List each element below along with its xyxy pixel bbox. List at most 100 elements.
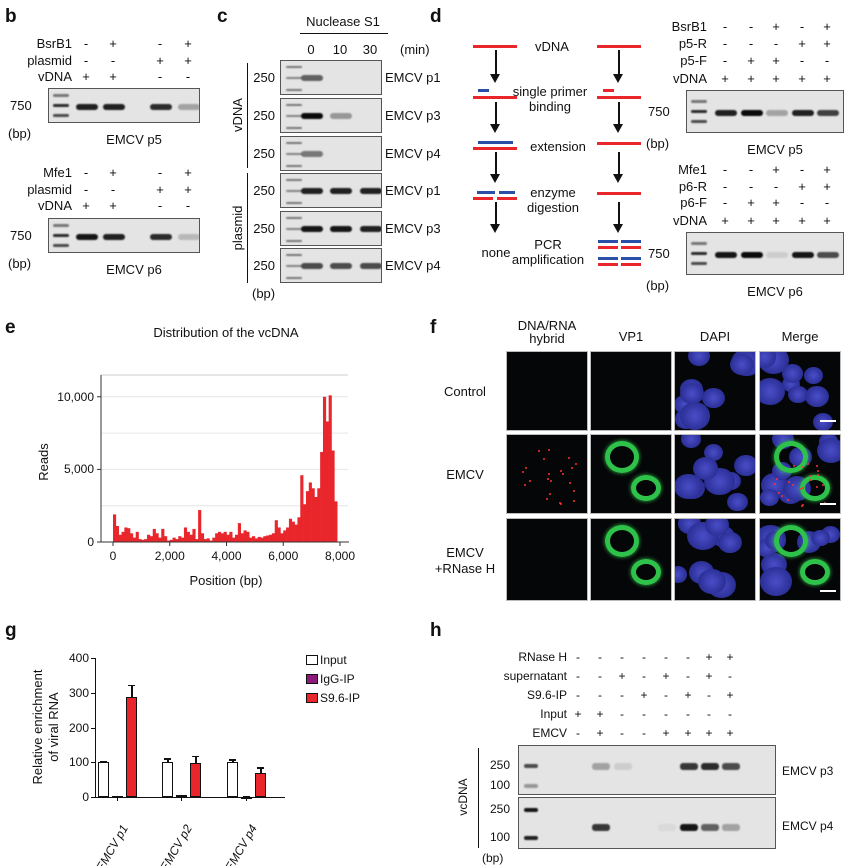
histogram-bar: [240, 533, 244, 542]
nucleus: [782, 364, 804, 384]
condition-label: Mfe1: [678, 162, 707, 177]
ladder-band: [524, 808, 538, 812]
nucleus: [680, 382, 704, 405]
step-label: PCR: [534, 237, 562, 252]
condition-sign: -: [799, 162, 805, 177]
ladder-band: [286, 104, 302, 106]
hybrid-dot: [559, 470, 562, 473]
histogram-bar: [155, 533, 159, 542]
y-tick: [91, 692, 95, 694]
bar-s9.6-ip: [255, 772, 266, 797]
hybrid-dot: [787, 498, 790, 501]
hybrid-dot: [521, 470, 524, 473]
ladder-band: [286, 89, 302, 91]
vp1-signal: [774, 441, 808, 473]
gel-caption: EMCV p6: [747, 284, 803, 299]
condition-sign: -: [664, 707, 668, 721]
gel-caption: EMCV p4: [385, 258, 441, 273]
histogram-bar: [325, 421, 329, 542]
condition-sign: -: [642, 669, 646, 683]
condition-sign: +: [747, 213, 755, 228]
nucleus: [675, 473, 703, 500]
condition-sign: -: [642, 650, 646, 664]
hybrid-dot: [546, 478, 549, 481]
vdna-strand: [597, 96, 641, 99]
hybrid-dot: [568, 457, 571, 460]
nucleus: [788, 385, 808, 404]
histogram-bar: [331, 450, 335, 542]
histogram-bar: [297, 517, 301, 542]
gel-band: [178, 103, 199, 110]
histogram-bar: [237, 523, 241, 542]
condition-sign: +: [823, 71, 831, 86]
error-bar-cap: [100, 761, 107, 763]
y-axis-label: of viral RNA: [46, 692, 61, 762]
histogram-bar: [235, 534, 239, 542]
gel-band: [330, 188, 352, 194]
gel-caption: EMCV p6: [106, 262, 162, 277]
histogram-bar: [209, 540, 213, 542]
condition-sign: -: [824, 53, 830, 68]
gel-band: [701, 823, 719, 831]
histogram-bar: [243, 530, 247, 542]
gel-band: [360, 188, 381, 194]
nucleus: [681, 435, 701, 448]
condition-sign: -: [748, 36, 754, 51]
histogram-bar: [132, 537, 136, 542]
condition-sign: +: [772, 71, 780, 86]
ladder-band: [286, 179, 302, 181]
hybrid-dot: [549, 493, 552, 496]
error-bar: [260, 767, 262, 773]
gel-image: [518, 797, 776, 849]
hybrid-dot: [568, 481, 571, 484]
histogram-bar: [203, 539, 207, 542]
ladder-band: [691, 120, 707, 123]
scale-bar: [820, 503, 836, 505]
histogram-bar: [320, 451, 324, 542]
pcr-product-strand: [621, 240, 641, 243]
hybrid-dot: [816, 464, 819, 467]
gel-band: [817, 251, 839, 258]
y-axis: [95, 658, 96, 798]
condition-sign: -: [598, 669, 602, 683]
arrow-shaft: [618, 152, 620, 176]
ladder-band: [691, 262, 707, 265]
legend-swatch: [306, 693, 318, 703]
micrograph: [674, 351, 756, 431]
condition-sign: +: [596, 707, 604, 721]
gel-band: [817, 109, 839, 116]
panel-label-g: g: [5, 620, 17, 641]
histogram-bar: [166, 540, 171, 542]
condition-sign: +: [109, 36, 117, 51]
histogram-bar: [308, 482, 312, 542]
histogram-bar: [175, 539, 179, 542]
unit-label: (bp): [482, 851, 504, 865]
bar-s9.6-ip: [190, 762, 201, 797]
condition-sign: +: [640, 688, 648, 702]
digested-strand: [477, 191, 495, 194]
hybrid-dot: [524, 466, 527, 469]
pcr-product-strand: [598, 263, 618, 266]
condition-sign: -: [707, 688, 711, 702]
nucleus: [760, 352, 777, 368]
size-marker-label: 100: [489, 830, 510, 844]
hybrid-dot: [806, 463, 809, 466]
x-tick-label: 4,000: [211, 549, 242, 563]
histogram-bar: [164, 536, 168, 542]
gel-band: [76, 103, 98, 110]
histogram-bar: [161, 528, 165, 542]
condition-sign: -: [799, 19, 805, 34]
panel-label-b: b: [5, 6, 17, 27]
y-tick: [91, 762, 95, 764]
condition-sign: +: [798, 36, 806, 51]
step-label: enzyme: [530, 185, 576, 200]
condition-sign: +: [823, 179, 831, 194]
gel-band: [76, 233, 98, 240]
ladder-band: [53, 94, 69, 97]
scale-bar: [820, 420, 836, 422]
y-tick: [91, 797, 95, 798]
error-bar: [195, 755, 197, 763]
arrow-shaft: [495, 50, 497, 76]
condition-sign: +: [726, 688, 734, 702]
condition-sign: +: [823, 213, 831, 228]
